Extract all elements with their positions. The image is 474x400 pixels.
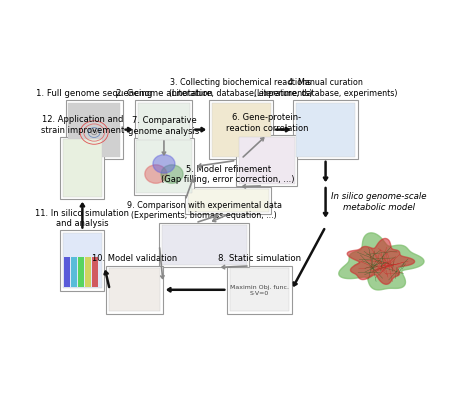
Bar <box>63 140 102 197</box>
Bar <box>296 102 355 157</box>
Text: 11. In silico simulation
and analysis: 11. In silico simulation and analysis <box>36 209 129 228</box>
Text: 12. Application and
strain improvement: 12. Application and strain improvement <box>41 116 124 135</box>
Text: 6. Gene-protein-
reaction correlation: 6. Gene-protein- reaction correlation <box>226 113 308 132</box>
FancyBboxPatch shape <box>66 100 123 159</box>
Bar <box>64 258 70 288</box>
Circle shape <box>161 165 183 183</box>
FancyBboxPatch shape <box>159 223 249 268</box>
Bar <box>138 102 190 157</box>
Bar <box>92 258 98 288</box>
Text: 2. Genome annotation: 2. Genome annotation <box>116 89 212 98</box>
Text: 5. Model refinement
(Gap filling, error correction, ...): 5. Model refinement (Gap filling, error … <box>162 165 295 184</box>
Circle shape <box>153 155 175 173</box>
FancyBboxPatch shape <box>60 230 104 290</box>
Bar <box>211 102 271 157</box>
Polygon shape <box>339 233 424 290</box>
Bar <box>162 225 247 265</box>
FancyBboxPatch shape <box>136 100 192 159</box>
FancyBboxPatch shape <box>185 186 272 214</box>
Bar <box>136 140 191 193</box>
FancyBboxPatch shape <box>293 100 358 159</box>
Text: 7. Comparative
genome analysis: 7. Comparative genome analysis <box>128 116 200 136</box>
Text: Maximin Obj. func.
S·V=0: Maximin Obj. func. S·V=0 <box>230 285 289 296</box>
Bar <box>239 137 294 184</box>
Bar <box>71 258 77 288</box>
Text: 4. Manual curation
(Literature, database, experiments): 4. Manual curation (Literature, database… <box>254 78 397 98</box>
FancyBboxPatch shape <box>134 138 194 195</box>
Bar <box>68 102 120 157</box>
FancyBboxPatch shape <box>209 100 273 159</box>
Text: 1. Full genome sequencing: 1. Full genome sequencing <box>36 89 152 98</box>
Text: In silico genome-scale
metabolic model: In silico genome-scale metabolic model <box>331 192 427 212</box>
Text: 3. Collecting biochemical reactions
(Literature, database, experiments): 3. Collecting biochemical reactions (Lit… <box>169 78 313 98</box>
Bar <box>188 189 269 212</box>
Bar <box>63 233 102 288</box>
Polygon shape <box>347 238 415 284</box>
FancyBboxPatch shape <box>60 137 104 199</box>
Bar <box>78 258 84 288</box>
FancyBboxPatch shape <box>228 266 292 314</box>
Bar <box>230 268 289 312</box>
Text: 8. Static simulation: 8. Static simulation <box>218 254 301 264</box>
FancyBboxPatch shape <box>237 135 297 186</box>
Bar <box>85 258 91 288</box>
FancyBboxPatch shape <box>106 266 163 314</box>
Bar <box>109 268 161 312</box>
Text: 9. Comparison with experimental data
(Experiments, biomass equation, ...): 9. Comparison with experimental data (Ex… <box>127 201 282 220</box>
Text: 10. Model validation: 10. Model validation <box>92 254 177 264</box>
Circle shape <box>145 165 167 183</box>
